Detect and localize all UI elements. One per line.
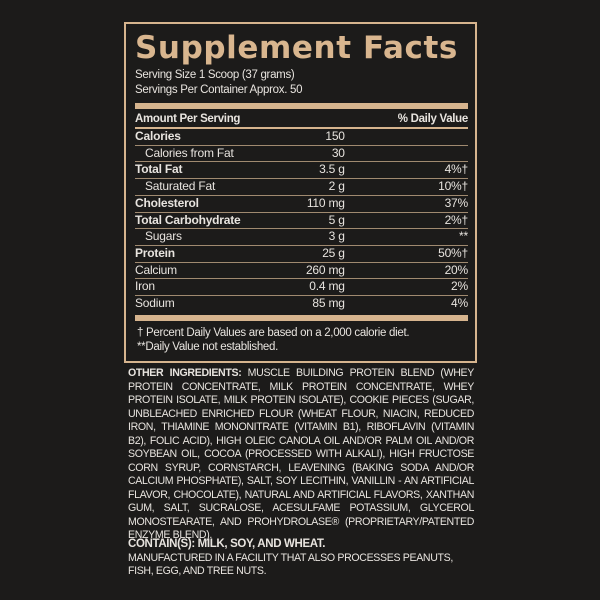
nutrient-row: Total Fat 3.5 g 4%† [135, 162, 469, 180]
nutrient-amount: 30 [331, 145, 345, 160]
nutrient-amount: 5 g [328, 212, 345, 227]
nutrient-row: Protein 25 g 50%† [135, 246, 468, 263]
nutrient-dv: 2% [451, 279, 468, 294]
ingredients-label: OTHER INGREDIENTS: [128, 367, 242, 379]
allergen-info: CONTAIN(S): MILK, SOY, AND WHEAT. MANUFA… [128, 538, 474, 579]
contains-statement: CONTAIN(S): MILK, SOY, AND WHEAT. [128, 538, 326, 550]
nutrient-amount: 3.5 g [319, 162, 345, 177]
panel-title: Supplement Facts [135, 30, 458, 66]
nutrient-dv [345, 146, 468, 162]
nutrient-amount: 2 g [328, 179, 345, 194]
nutrient-name: Iron [135, 279, 155, 294]
nutrient-row: Calcium 260 mg 20% [135, 263, 468, 280]
nutrient-row: Saturated Fat 2 g 10%† [135, 179, 468, 196]
nutrient-row: Sugars 3 g ** [135, 229, 468, 246]
nutrient-row: Calories from Fat 30 [135, 146, 468, 163]
nutrient-name: Total Fat [135, 162, 183, 177]
nutrient-name: Sodium [135, 296, 175, 311]
nutrient-dv: 2%† [444, 212, 469, 227]
nutrient-amount: 25 g [322, 245, 345, 260]
other-ingredients: OTHER INGREDIENTS: MUSCLE BUILDING PROTE… [128, 367, 474, 543]
nutrient-name: Calories [135, 129, 181, 143]
facility-statement: MANUFACTURED IN A FACILITY THAT ALSO PRO… [128, 551, 453, 578]
nutrient-dv: 20% [444, 262, 469, 277]
nutrient-name: Total Carbohydrate [135, 212, 241, 227]
nutrient-name: Cholesterol [135, 195, 199, 210]
nutrient-dv: 4% [451, 296, 468, 311]
nutrient-dv: ** [459, 229, 468, 244]
serving-size: Serving Size 1 Scoop (37 grams) [135, 69, 295, 81]
nutrient-name: Protein [135, 245, 175, 260]
nutrient-dv: 50%† [438, 245, 468, 260]
ingredients-text: MUSCLE BUILDING PROTEIN BLEND (WHEY PROT… [128, 367, 474, 541]
nutrient-amount: 3 g [328, 229, 345, 244]
nutrient-row: Total Carbohydrate 5 g 2%† [135, 213, 468, 230]
nutrient-amount: 260 mg [305, 262, 345, 277]
dv-header: % Daily Value [397, 113, 469, 125]
supplement-facts-panel: Supplement Facts Serving Size 1 Scoop (3… [124, 22, 477, 363]
nutrient-name: Sugars [145, 229, 182, 244]
nutrient-amount: 110 mg [306, 195, 345, 210]
nutrient-row: Calories 150 [135, 129, 468, 146]
footnote: † Percent Daily Values are based on a 2,… [137, 326, 410, 339]
divider-thick [135, 103, 468, 109]
nutrient-name: Saturated Fat [145, 179, 216, 194]
nutrient-name: Calcium [135, 262, 177, 277]
nutrient-dv [345, 129, 468, 145]
nutrient-dv: 4%† [444, 162, 469, 177]
table-header: Amount Per Serving % Daily Value [135, 111, 468, 129]
amount-header: Amount Per Serving [135, 113, 241, 125]
nutrient-table: Calories 150 Calories from Fat 30 Total Fat 3… [135, 129, 468, 312]
nutrient-dv: 10%† [438, 179, 468, 194]
divider-thick [135, 314, 468, 321]
servings-per-container: Servings Per Container Approx. 50 [135, 84, 303, 96]
nutrient-amount: 150 [325, 129, 345, 143]
nutrient-name: Calories from Fat [145, 145, 234, 160]
nutrient-row: Sodium 85 mg 4% [135, 296, 468, 312]
nutrient-dv: 37% [444, 195, 469, 210]
footnote: **Daily Value not established. [137, 340, 279, 353]
nutrient-amount: 85 mg [312, 296, 345, 311]
nutrient-row: Iron 0.4 mg 2% [135, 279, 468, 297]
nutrient-row: Cholesterol 110 mg 37% [135, 196, 468, 213]
nutrient-amount: 0.4 mg [309, 279, 345, 294]
